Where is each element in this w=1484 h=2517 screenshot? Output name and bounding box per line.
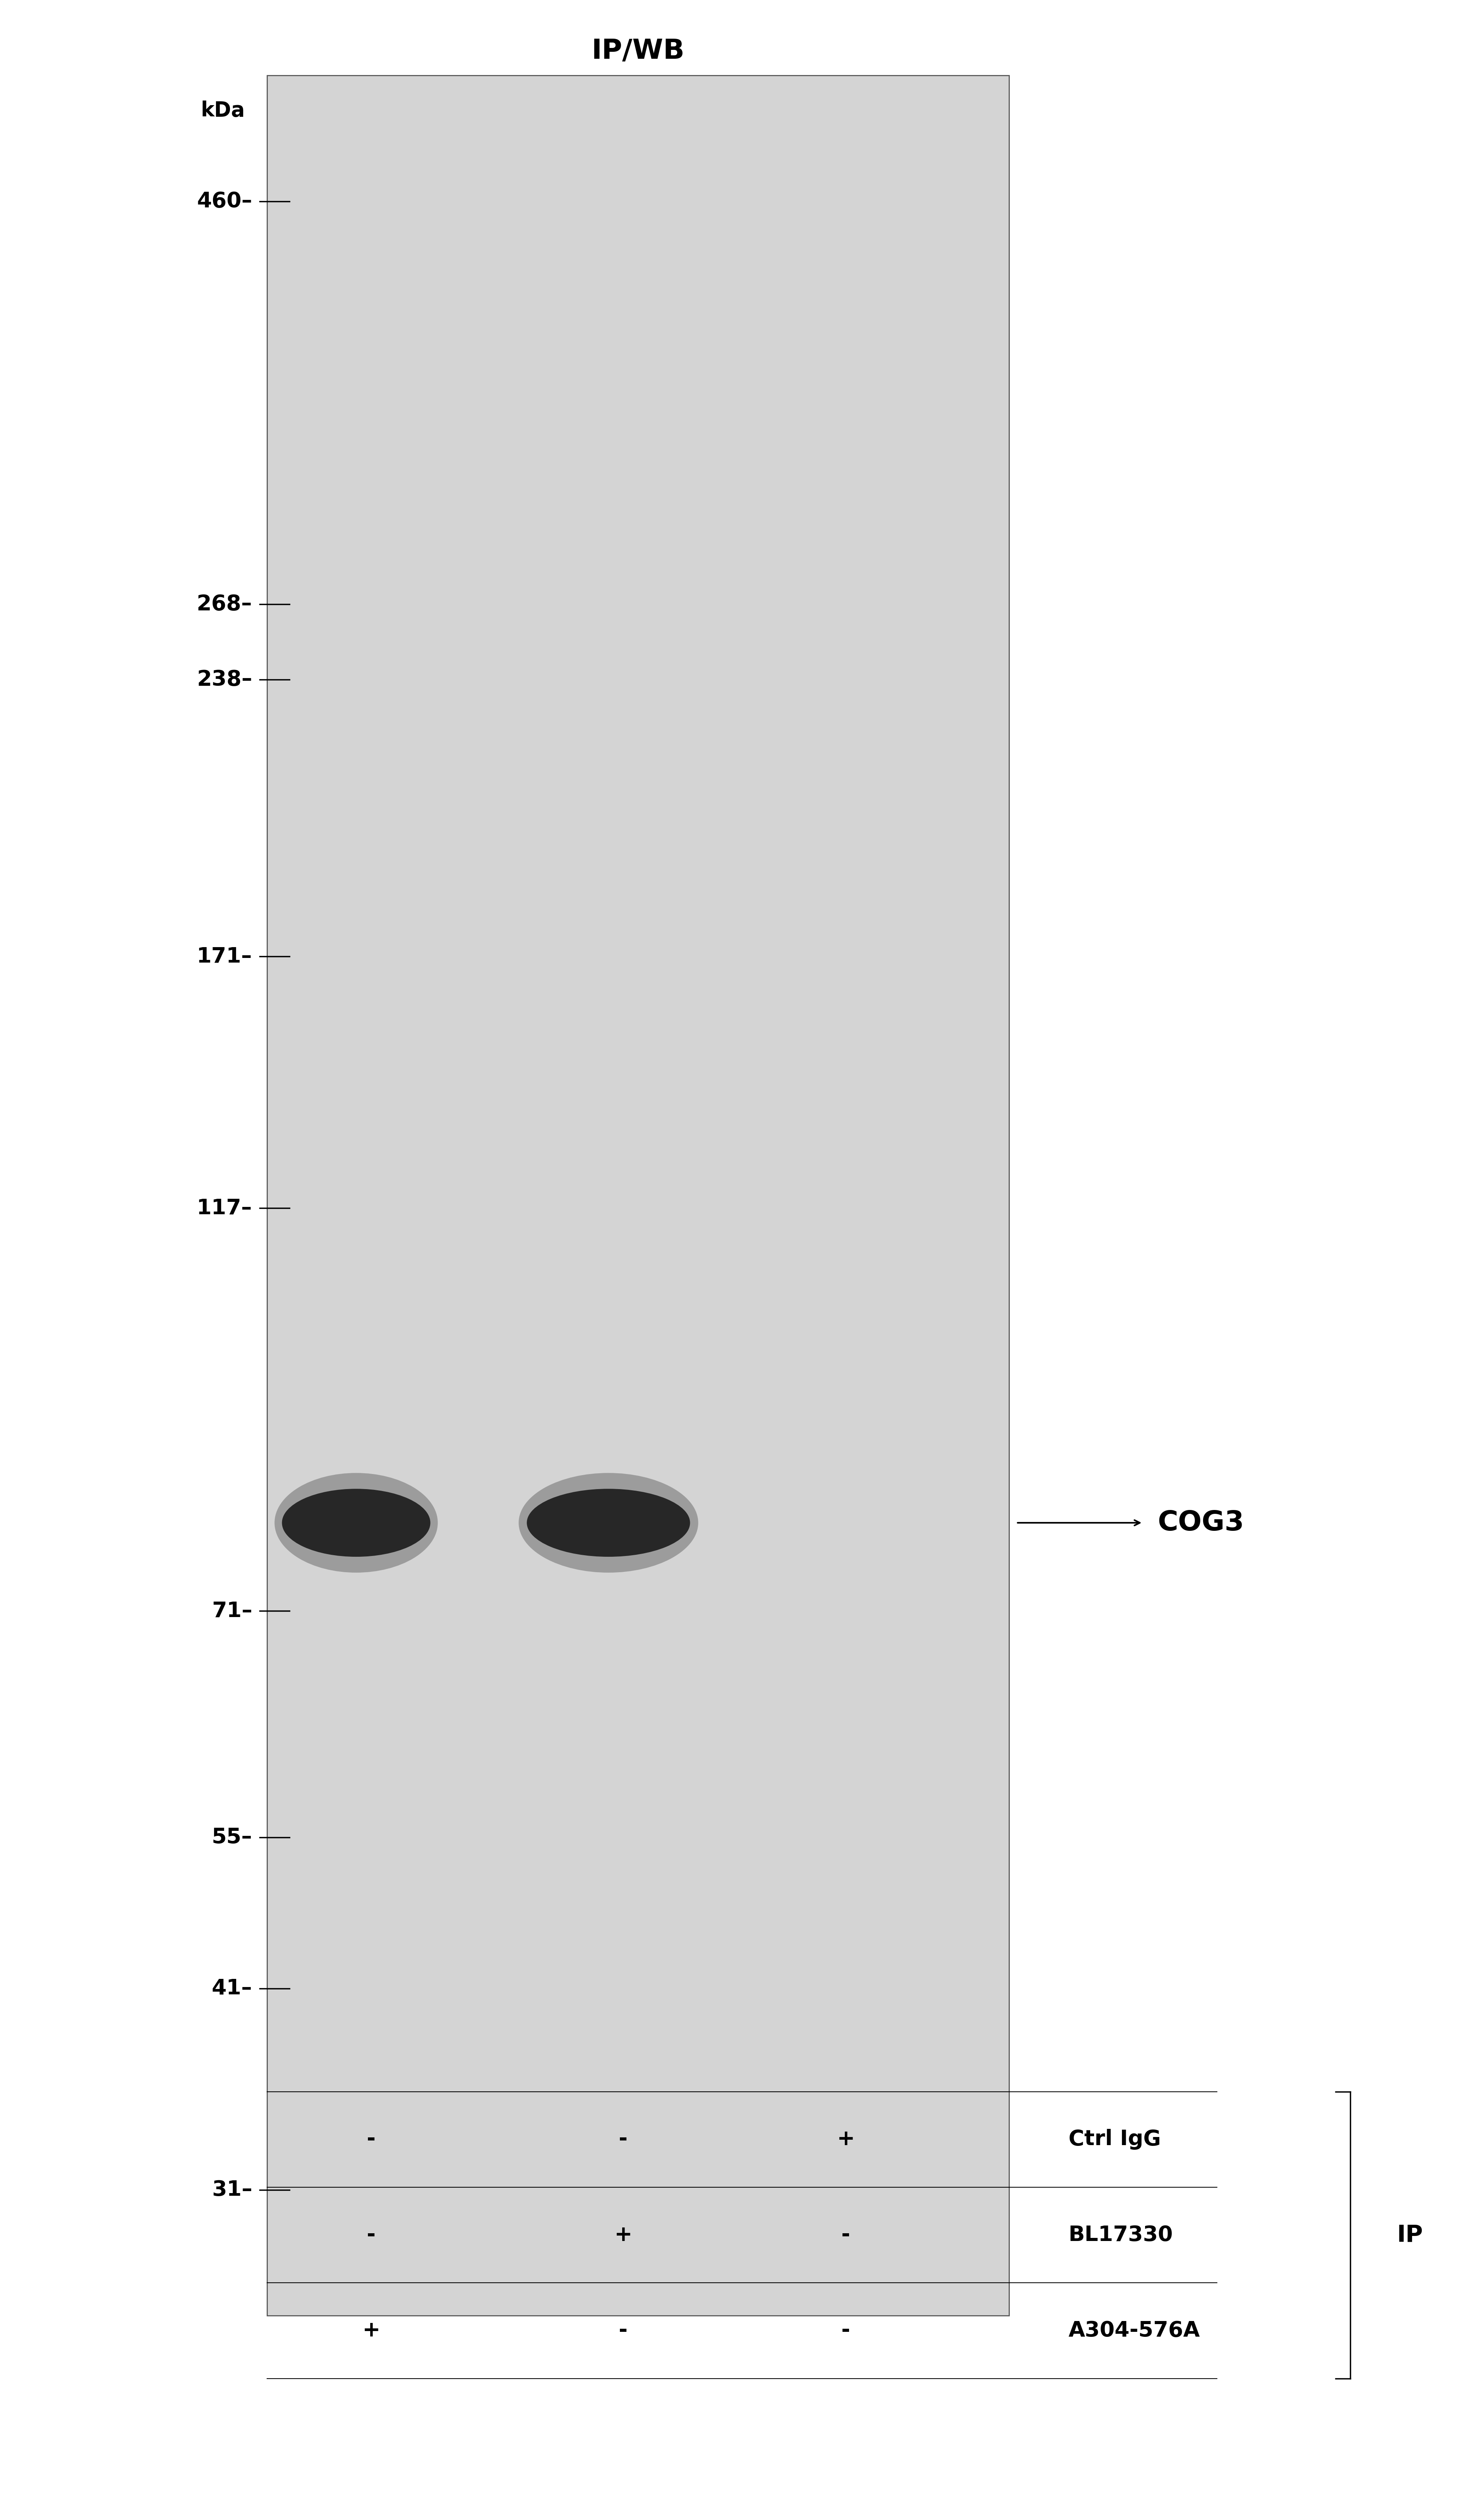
Text: Ctrl IgG: Ctrl IgG (1068, 2129, 1160, 2150)
Text: -: - (841, 2321, 850, 2341)
Text: -: - (841, 2225, 850, 2245)
Text: -: - (367, 2225, 375, 2245)
Text: COG3: COG3 (1158, 1510, 1244, 1535)
Ellipse shape (282, 1490, 430, 1556)
Text: BL17330: BL17330 (1068, 2225, 1172, 2245)
Text: 268–: 268– (197, 594, 252, 614)
Text: IP/WB: IP/WB (592, 38, 684, 65)
Text: +: + (362, 2321, 380, 2341)
Text: 171–: 171– (197, 946, 252, 967)
Text: A304-576A: A304-576A (1068, 2321, 1201, 2341)
Text: 460–: 460– (197, 191, 252, 211)
Text: -: - (367, 2129, 375, 2150)
Text: 41–: 41– (212, 1978, 252, 1998)
Text: kDa: kDa (200, 101, 245, 121)
Text: -: - (619, 2129, 628, 2150)
Text: 71–: 71– (212, 1601, 252, 1621)
Text: +: + (837, 2129, 855, 2150)
Text: 238–: 238– (197, 670, 252, 690)
Ellipse shape (519, 1472, 697, 1573)
Text: IP: IP (1396, 2223, 1423, 2248)
Text: 31–: 31– (212, 2180, 252, 2200)
Ellipse shape (527, 1490, 690, 1556)
Text: -: - (619, 2321, 628, 2341)
Ellipse shape (275, 1472, 438, 1573)
Text: 117–: 117– (197, 1198, 252, 1218)
FancyBboxPatch shape (267, 76, 1009, 2316)
Text: +: + (614, 2225, 632, 2245)
Text: 55–: 55– (212, 1827, 252, 1847)
